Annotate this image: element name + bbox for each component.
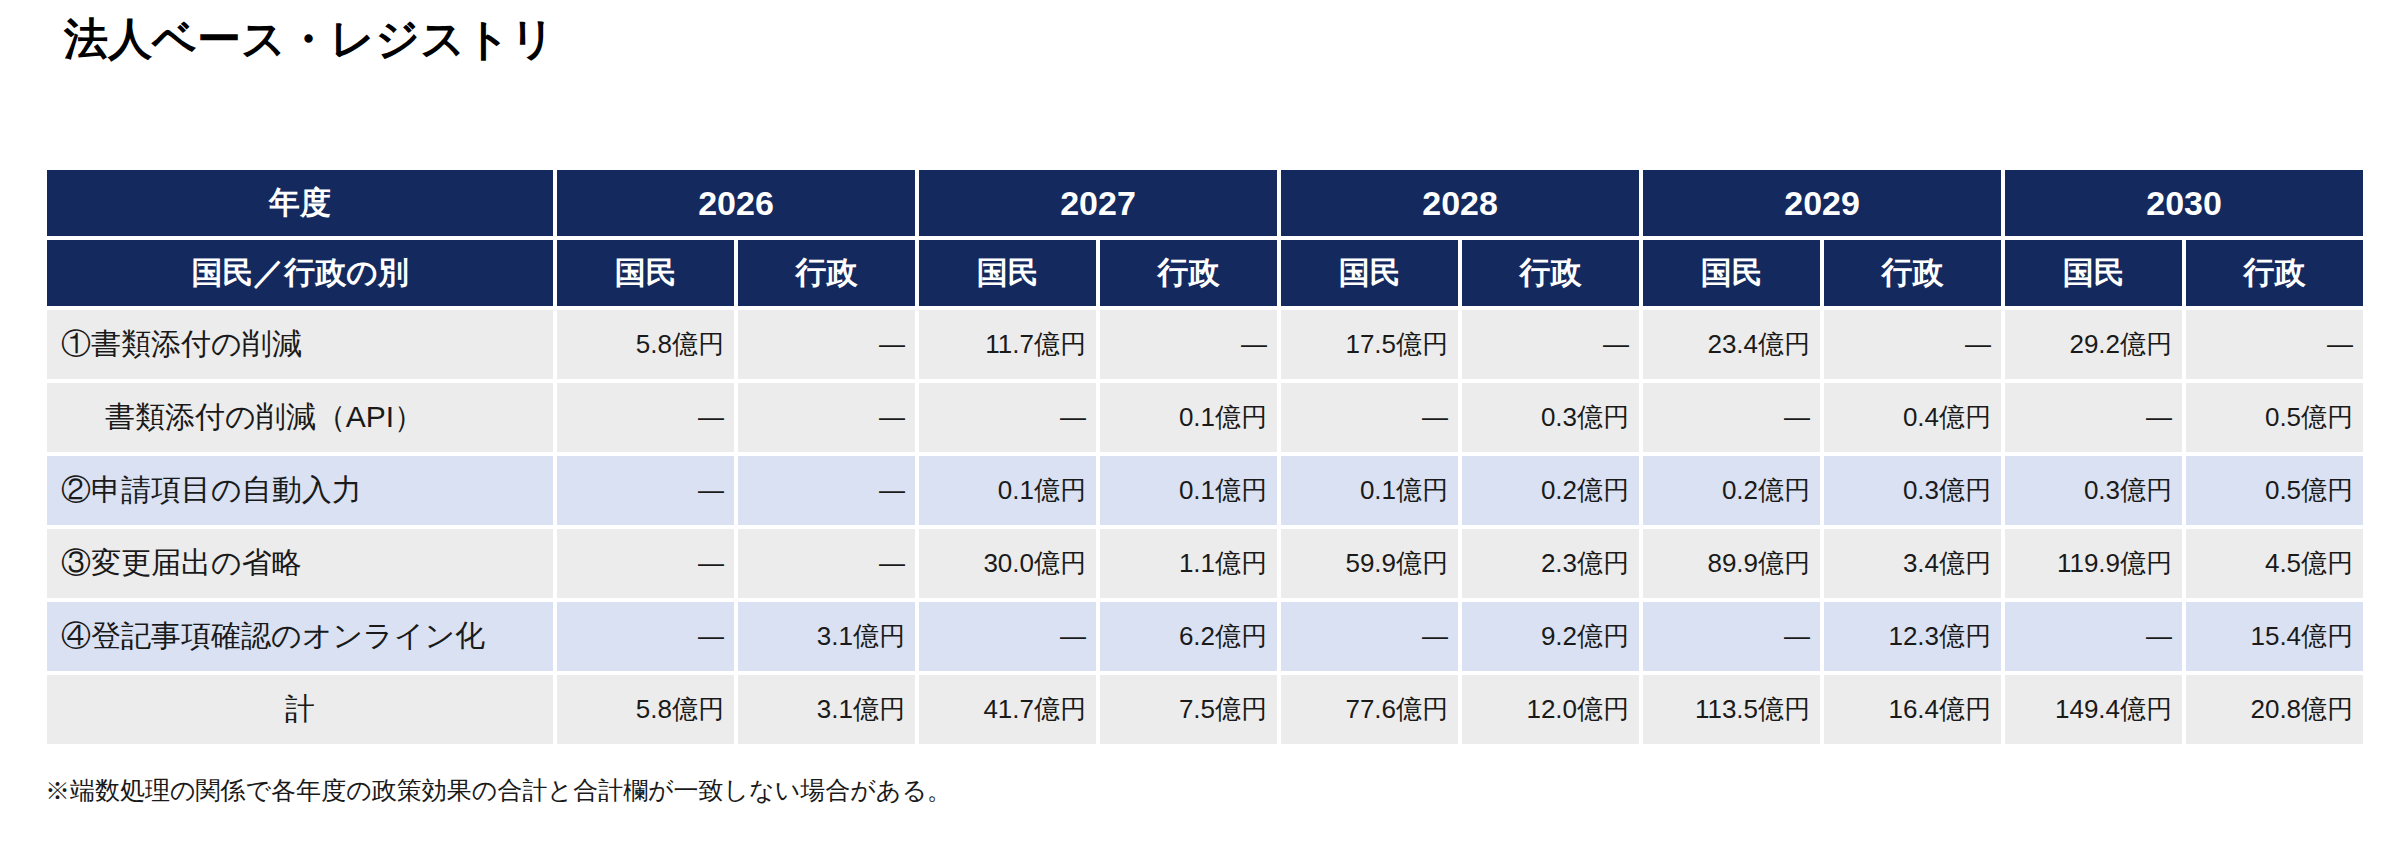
value-cell: 41.7億円 (919, 675, 1096, 744)
table-row: ①書類添付の削減5.8億円—11.7億円—17.5億円—23.4億円—29.2億… (47, 310, 2363, 379)
value-cell: 0.4億円 (1824, 383, 2001, 452)
value-cell: 11.7億円 (919, 310, 1096, 379)
value-cell: 3.4億円 (1824, 529, 2001, 598)
value-cell: — (557, 529, 734, 598)
year-header: 2029 (1643, 170, 2001, 236)
value-cell: 12.3億円 (1824, 602, 2001, 671)
table-row: ③変更届出の省略——30.0億円1.1億円59.9億円2.3億円89.9億円3.… (47, 529, 2363, 598)
value-cell: 17.5億円 (1281, 310, 1458, 379)
col-header-admin: 行政 (2186, 240, 2363, 306)
value-cell: 0.1億円 (1100, 456, 1277, 525)
value-cell: — (557, 456, 734, 525)
table-row: ④登記事項確認のオンライン化—3.1億円—6.2億円—9.2億円—12.3億円—… (47, 602, 2363, 671)
table-header: 年度 20262027202820292030 国民／行政の別 国民行政国民行政… (47, 170, 2363, 306)
value-cell: — (1643, 602, 1820, 671)
value-cell: — (557, 383, 734, 452)
value-cell: 1.1億円 (1100, 529, 1277, 598)
year-header: 2030 (2005, 170, 2363, 236)
value-cell: 23.4億円 (1643, 310, 1820, 379)
value-cell: 0.2億円 (1462, 456, 1639, 525)
year-header: 2028 (1281, 170, 1639, 236)
value-cell: 15.4億円 (2186, 602, 2363, 671)
corner-cell-year: 年度 (47, 170, 553, 236)
value-cell: — (2005, 383, 2182, 452)
value-cell: 0.3億円 (2005, 456, 2182, 525)
value-cell: 59.9億円 (1281, 529, 1458, 598)
value-cell: 3.1億円 (738, 602, 915, 671)
value-cell: 149.4億円 (2005, 675, 2182, 744)
value-cell: — (1281, 602, 1458, 671)
row-label: ①書類添付の削減 (47, 310, 553, 379)
value-cell: 0.1億円 (919, 456, 1096, 525)
row-label: 計 (47, 675, 553, 744)
col-header-citizen: 国民 (2005, 240, 2182, 306)
value-cell: 6.2億円 (1100, 602, 1277, 671)
value-cell: 12.0億円 (1462, 675, 1639, 744)
table-row: 書類添付の削減（API）———0.1億円—0.3億円—0.4億円—0.5億円 (47, 383, 2363, 452)
value-cell: 0.3億円 (1824, 456, 2001, 525)
value-cell: 20.8億円 (2186, 675, 2363, 744)
subheader-row: 国民／行政の別 国民行政国民行政国民行政国民行政国民行政 (47, 240, 2363, 306)
value-cell: — (1643, 383, 1820, 452)
year-header: 2027 (919, 170, 1277, 236)
value-cell: 7.5億円 (1100, 675, 1277, 744)
col-header-admin: 行政 (738, 240, 915, 306)
col-header-citizen: 国民 (1643, 240, 1820, 306)
value-cell: — (1824, 310, 2001, 379)
value-cell: 113.5億円 (1643, 675, 1820, 744)
value-cell: 4.5億円 (2186, 529, 2363, 598)
value-cell: 0.5億円 (2186, 383, 2363, 452)
page: { "title": "法人ベース・レジストリ", "table": { "co… (0, 0, 2400, 849)
row-label: ③変更届出の省略 (47, 529, 553, 598)
value-cell: 89.9億円 (1643, 529, 1820, 598)
value-cell: 77.6億円 (1281, 675, 1458, 744)
col-header-admin: 行政 (1824, 240, 2001, 306)
value-cell: 0.5億円 (2186, 456, 2363, 525)
value-cell: — (1100, 310, 1277, 379)
col-header-admin: 行政 (1462, 240, 1639, 306)
value-cell: — (738, 529, 915, 598)
value-cell: 2.3億円 (1462, 529, 1639, 598)
value-cell: 16.4億円 (1824, 675, 2001, 744)
table-row: 計5.8億円3.1億円41.7億円7.5億円77.6億円12.0億円113.5億… (47, 675, 2363, 744)
value-cell: 5.8億円 (557, 310, 734, 379)
value-cell: 5.8億円 (557, 675, 734, 744)
value-cell: — (919, 602, 1096, 671)
value-cell: — (1462, 310, 1639, 379)
value-cell: — (1281, 383, 1458, 452)
value-cell: 119.9億円 (2005, 529, 2182, 598)
value-cell: 9.2億円 (1462, 602, 1639, 671)
page-title: 法人ベース・レジストリ (64, 10, 555, 69)
value-cell: 0.1億円 (1100, 383, 1277, 452)
value-cell: — (919, 383, 1096, 452)
value-cell: — (557, 602, 734, 671)
row-label: ④登記事項確認のオンライン化 (47, 602, 553, 671)
value-cell: — (738, 310, 915, 379)
col-header-citizen: 国民 (557, 240, 734, 306)
row-label: 書類添付の削減（API） (47, 383, 553, 452)
year-header-row: 年度 20262027202820292030 (47, 170, 2363, 236)
value-cell: — (738, 383, 915, 452)
value-cell: — (2186, 310, 2363, 379)
value-cell: 0.1億円 (1281, 456, 1458, 525)
value-cell: 29.2億円 (2005, 310, 2182, 379)
table-body: ①書類添付の削減5.8億円—11.7億円—17.5億円—23.4億円—29.2億… (47, 310, 2363, 744)
value-cell: 0.2億円 (1643, 456, 1820, 525)
year-header: 2026 (557, 170, 915, 236)
corner-cell-category: 国民／行政の別 (47, 240, 553, 306)
col-header-admin: 行政 (1100, 240, 1277, 306)
col-header-citizen: 国民 (1281, 240, 1458, 306)
registry-table: 年度 20262027202820292030 国民／行政の別 国民行政国民行政… (43, 166, 2367, 748)
value-cell: 3.1億円 (738, 675, 915, 744)
col-header-citizen: 国民 (919, 240, 1096, 306)
value-cell: — (738, 456, 915, 525)
footnote: ※端数処理の関係で各年度の政策効果の合計と合計欄が一致しない場合がある。 (45, 774, 952, 807)
value-cell: 30.0億円 (919, 529, 1096, 598)
value-cell: — (2005, 602, 2182, 671)
row-label: ②申請項目の自動入力 (47, 456, 553, 525)
table-row: ②申請項目の自動入力——0.1億円0.1億円0.1億円0.2億円0.2億円0.3… (47, 456, 2363, 525)
value-cell: 0.3億円 (1462, 383, 1639, 452)
